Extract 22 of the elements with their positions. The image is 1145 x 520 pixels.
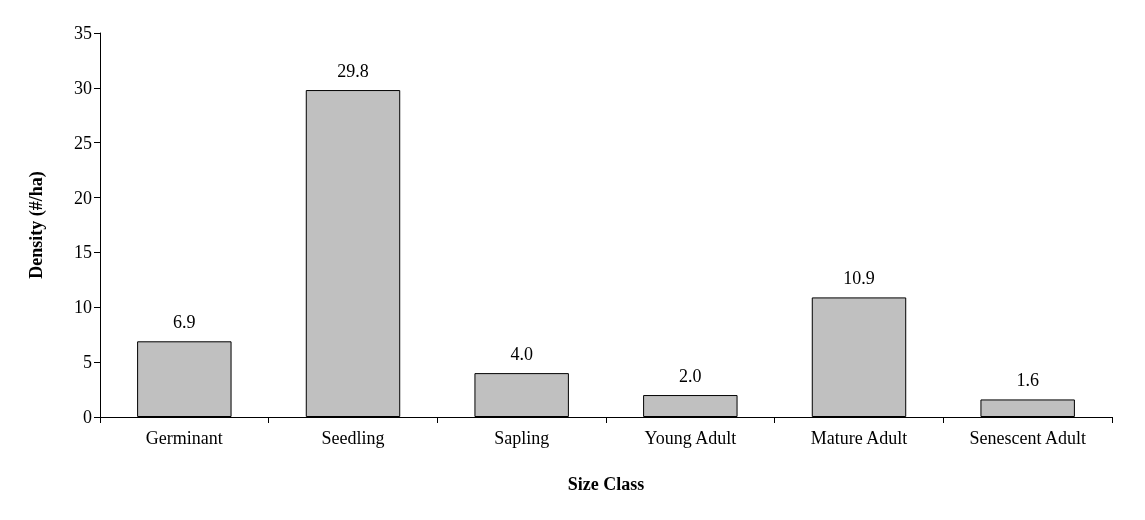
y-tick-label: 5 (83, 352, 92, 373)
y-tick-label: 0 (83, 407, 92, 427)
data-label: 1.6 (1016, 370, 1039, 391)
y-tick-label: 15 (74, 242, 92, 263)
y-tick-label: 25 (74, 132, 92, 153)
x-tick-label: Mature Adult (810, 428, 908, 448)
y-axis-title: Density (#/ha) (26, 171, 47, 279)
y-tick-label: 20 (74, 187, 92, 208)
data-label: 29.8 (337, 61, 369, 82)
x-tick-label: Seedling (321, 428, 385, 448)
x-tick-label: Young Adult (644, 428, 737, 448)
x-tick-label: Germinant (145, 428, 223, 448)
data-label: 10.9 (843, 268, 875, 289)
y-tick-label: 35 (74, 23, 92, 43)
data-label: 6.9 (173, 312, 196, 333)
x-tick-label: Sapling (494, 428, 550, 448)
y-tick-label: 30 (74, 77, 92, 98)
x-axis-title: Size Class (567, 474, 645, 494)
x-tick-label: Senescent Adult (969, 428, 1086, 448)
data-label: 4.0 (510, 344, 533, 365)
data-label: 2.0 (679, 366, 702, 387)
y-tick-label: 10 (74, 297, 92, 318)
